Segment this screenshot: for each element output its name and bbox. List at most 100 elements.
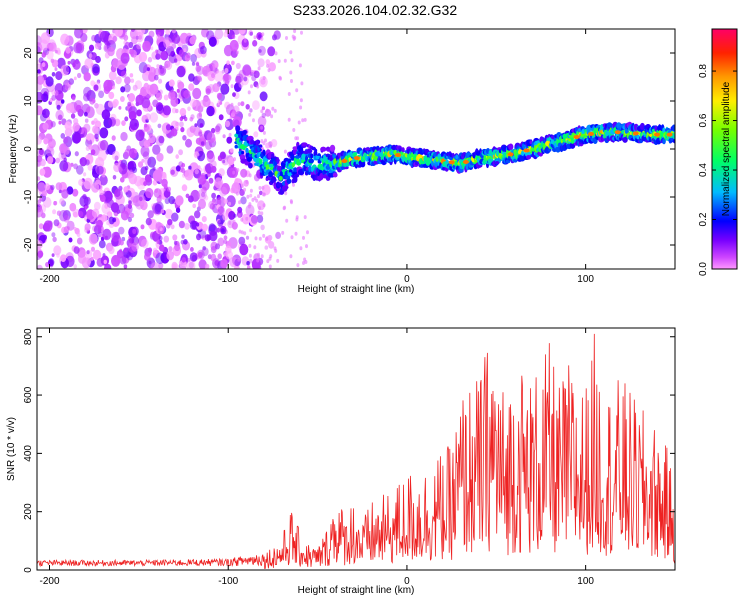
spectrogram-cell	[217, 253, 222, 260]
spectrogram-cell	[223, 198, 228, 204]
spectrogram-cell	[228, 210, 236, 220]
spectrogram-cell	[271, 176, 277, 183]
spectrogram-cell	[222, 213, 229, 221]
spectrogram-cell	[174, 58, 178, 63]
spectrogram-cell	[125, 190, 132, 198]
spectrogram-cell	[210, 253, 217, 262]
spectrogram-cell	[300, 30, 303, 35]
spectrogram-cell	[152, 166, 156, 171]
colorbar-label: Normalized spectral amplitude	[721, 81, 732, 216]
spectrogram-cell	[124, 41, 131, 50]
spectrogram-cell	[124, 148, 131, 157]
spectrogram-cell	[58, 189, 62, 194]
spectrogram-cell	[83, 177, 93, 190]
spectrogram-cell	[163, 37, 173, 49]
spectrogram-cell	[50, 184, 55, 191]
spectrogram-cell	[159, 244, 165, 252]
spectrogram-cell	[211, 73, 215, 79]
spectrogram-cell	[145, 217, 152, 226]
spectrogram-cell	[198, 198, 206, 210]
x-tick-label: 0	[404, 576, 410, 587]
spectrogram-cell	[245, 235, 250, 240]
spectrogram-cell	[63, 146, 70, 155]
spectrogram-cell	[262, 130, 266, 135]
spectrogram-cell	[239, 243, 249, 256]
spectrogram-cell	[60, 254, 67, 262]
spectrogram-cell	[90, 149, 96, 156]
spectrogram-cell	[37, 240, 43, 249]
spectrogram-cell	[300, 81, 304, 86]
spectrogram-cell	[180, 127, 185, 133]
spectrogram-cell	[132, 166, 138, 173]
spectrogram-cell	[43, 137, 49, 145]
spectrogram-cell	[84, 227, 89, 233]
y-tick-label: 800	[23, 328, 34, 345]
spectrogram-cell	[56, 104, 61, 110]
spectrogram-cell	[72, 96, 76, 101]
y-tick-label: 600	[23, 386, 34, 403]
spectrogram-cell	[210, 127, 216, 134]
spectrogram-cell	[301, 142, 308, 147]
spectrogram-cell	[120, 210, 129, 221]
spectrogram-cell	[198, 112, 202, 117]
spectrogram-cell	[84, 58, 93, 69]
spectrogram-cell	[167, 218, 173, 226]
spectrogram-cell	[55, 182, 63, 191]
spectrogram-cell	[91, 208, 100, 218]
spectrogram-cell	[186, 52, 191, 59]
spectrogram-cell	[523, 148, 530, 153]
spectrogram-cell	[171, 29, 177, 34]
spectrogram-cell	[257, 66, 261, 71]
spectrogram-cell	[130, 29, 135, 32]
spectrogram-cell	[570, 138, 575, 144]
spectrogram-cell	[163, 235, 170, 243]
spectrogram-cell	[145, 187, 154, 199]
spectrogram-cell	[179, 32, 189, 45]
spectrogram-cell	[223, 235, 228, 240]
spectrogram-cell	[237, 102, 241, 107]
spectrogram-cell	[37, 91, 44, 104]
spectrogram-cell	[156, 104, 164, 115]
spectrogram-cell	[78, 249, 87, 260]
spectrogram-cell	[54, 49, 58, 54]
spectrogram-cells	[37, 29, 675, 269]
spectrogram-cell	[266, 63, 270, 68]
spectrogram-cell	[94, 42, 101, 50]
spectrogram-cell	[37, 250, 44, 258]
spectrogram-cell	[153, 188, 162, 199]
spectrogram-cell	[171, 43, 177, 49]
spectrogram-cell	[99, 189, 104, 196]
spectrogram-cell	[49, 42, 57, 52]
spectrogram-cell	[235, 62, 241, 70]
spectrogram-cell	[175, 165, 181, 172]
spectrogram-cell	[414, 161, 420, 166]
spectrogram-cell	[147, 247, 153, 253]
spectrogram-cell	[177, 81, 185, 90]
spectrogram-cell	[60, 99, 65, 104]
spectrogram-cell	[291, 34, 295, 39]
spectrogram-cell	[108, 211, 113, 217]
spectrogram-cell	[172, 34, 181, 44]
spectrogram-cell	[240, 217, 244, 222]
spectrogram-cell	[419, 148, 423, 155]
spectrogram-cell	[71, 113, 75, 119]
spectrogram-cell	[201, 247, 209, 257]
spectrogram-cell	[81, 127, 88, 135]
spectrogram-cell	[91, 34, 97, 42]
spectrogram-cell	[224, 67, 229, 74]
spectrogram-cell	[539, 136, 544, 142]
spectrogram-cell	[168, 79, 175, 87]
spectrogram-cell	[225, 250, 234, 260]
spectrogram-cell	[79, 195, 89, 207]
spectrogram-cell	[59, 198, 65, 205]
snr-series-line	[37, 333, 675, 569]
spectrogram-cell	[130, 78, 135, 83]
spectrogram-cell	[219, 151, 226, 160]
spectrogram-cell	[423, 164, 427, 168]
spectrogram-cell	[132, 228, 137, 234]
spectrogram-cell	[208, 177, 214, 184]
spectrogram-cell	[251, 197, 255, 202]
spectrogram-cell	[238, 200, 242, 205]
spectrogram-cell	[144, 113, 151, 121]
spectrogram-cell	[223, 222, 227, 227]
